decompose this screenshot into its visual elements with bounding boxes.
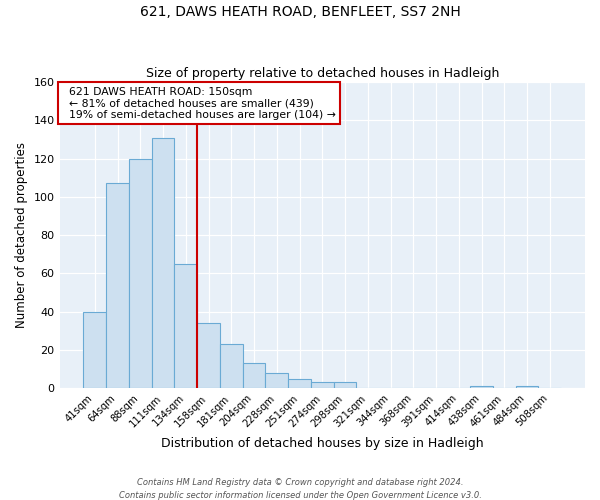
Bar — [242, 364, 265, 388]
Text: 621, DAWS HEATH ROAD, BENFLEET, SS7 2NH: 621, DAWS HEATH ROAD, BENFLEET, SS7 2NH — [140, 5, 460, 19]
Bar — [220, 344, 242, 388]
Bar — [311, 382, 334, 388]
Bar — [470, 386, 493, 388]
Bar — [152, 138, 175, 388]
Bar — [106, 184, 129, 388]
Text: Contains HM Land Registry data © Crown copyright and database right 2024.
Contai: Contains HM Land Registry data © Crown c… — [119, 478, 481, 500]
Y-axis label: Number of detached properties: Number of detached properties — [15, 142, 28, 328]
Bar — [175, 264, 197, 388]
Text: 621 DAWS HEATH ROAD: 150sqm
  ← 81% of detached houses are smaller (439)
  19% o: 621 DAWS HEATH ROAD: 150sqm ← 81% of det… — [62, 86, 336, 120]
Bar — [265, 373, 288, 388]
Bar — [515, 386, 538, 388]
Bar — [83, 312, 106, 388]
Bar — [129, 158, 152, 388]
Bar — [197, 323, 220, 388]
Title: Size of property relative to detached houses in Hadleigh: Size of property relative to detached ho… — [146, 66, 499, 80]
Bar — [288, 378, 311, 388]
X-axis label: Distribution of detached houses by size in Hadleigh: Distribution of detached houses by size … — [161, 437, 484, 450]
Bar — [334, 382, 356, 388]
